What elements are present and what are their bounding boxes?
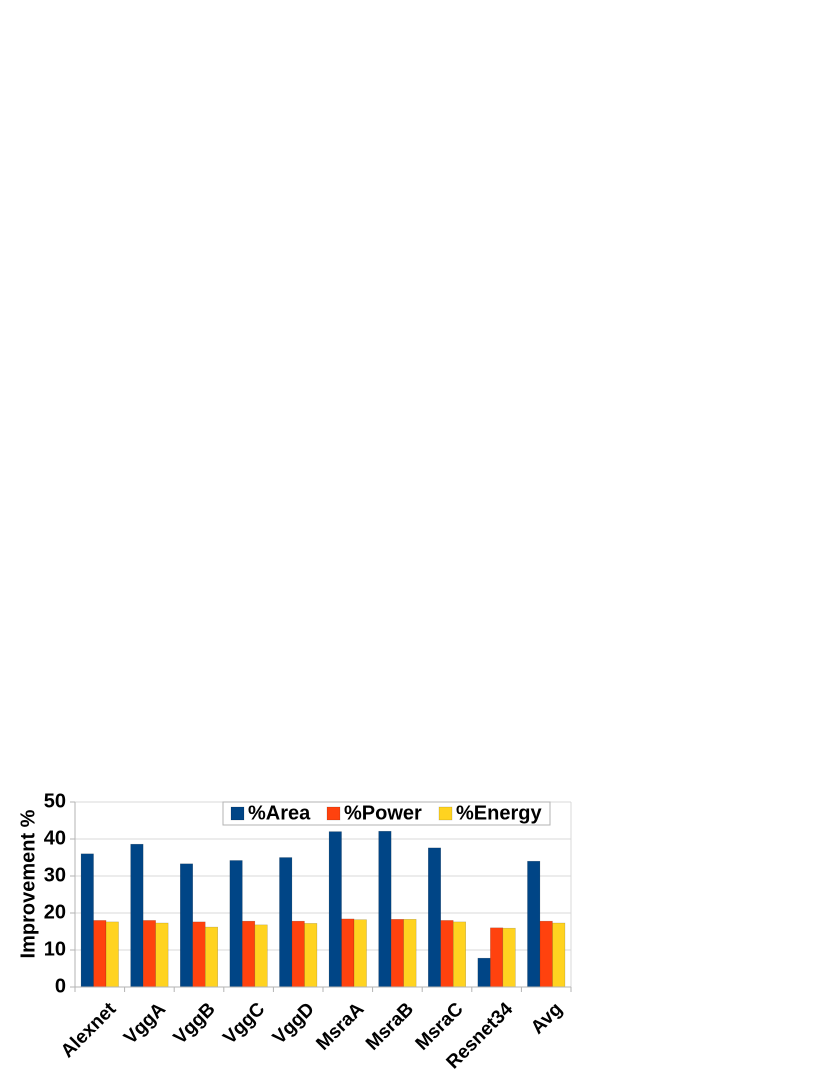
bar-area-avg (527, 860, 541, 988)
bar-energy-msraa (353, 919, 367, 988)
bar-power-msrab (390, 919, 404, 988)
bar-energy-vggc (254, 924, 268, 988)
category-label: VggD (269, 999, 319, 1049)
y-tick-label: 50 (44, 790, 66, 812)
bar-power-msrac (440, 920, 454, 988)
category-labels: Alexnet VggA VggB VggC VggDMsraAMsraBMsraCRe… (57, 998, 567, 1073)
category-label: VggA (120, 999, 170, 1049)
bar-area-resnet34 (477, 957, 491, 988)
bar-energy-vggb (205, 926, 218, 988)
y-tick-label: 20 (44, 901, 66, 923)
bar-power-vggc (242, 920, 256, 988)
y-tick-label: 30 (44, 864, 66, 886)
bar-energy-msrab (403, 919, 417, 988)
bar-area-msrab (378, 830, 392, 988)
bar-area-alexnet (80, 853, 94, 988)
legend-label: %Energy (456, 802, 542, 824)
bar-area-vgga (130, 843, 144, 988)
legend: %Area %Power %Energy (222, 801, 551, 826)
bar-power-resnet34 (490, 927, 504, 988)
category-label: MsraA (312, 999, 368, 1055)
category-label: VggC (219, 999, 269, 1049)
bar-area-msrac (428, 847, 441, 988)
bar-energy-vgga (155, 922, 169, 988)
bar-power-vggb (192, 921, 206, 988)
legend-label: %Power (344, 802, 422, 824)
category-label: VggB (170, 999, 220, 1049)
bar-area-vggc (229, 860, 243, 988)
category-label: MsraB (362, 999, 418, 1055)
legend-label: %Area (248, 802, 311, 824)
legend-box (222, 801, 551, 826)
bar-power-vggd (291, 920, 305, 988)
legend-swatch (326, 806, 341, 821)
bar-power-vgga (142, 920, 156, 988)
y-tick-label: 40 (44, 827, 66, 849)
axes (74, 802, 571, 988)
y-axis-title: Improvement % (17, 809, 39, 958)
bar-power-avg (539, 920, 553, 988)
legend-swatch (230, 806, 245, 821)
bar-area-vggb (180, 863, 193, 988)
bar-energy-vggd (304, 923, 318, 988)
bar-energy-avg (552, 922, 566, 988)
bar-power-msraa (341, 918, 355, 988)
category-label: Alexnet (57, 998, 121, 1062)
bar-power-alexnet (93, 920, 107, 988)
y-tick-label: 0 (55, 975, 66, 997)
y-tick-label: 10 (44, 938, 66, 960)
bar-energy-alexnet (105, 921, 119, 988)
bar-energy-msrac (453, 921, 466, 988)
category-label: Avg (527, 999, 567, 1039)
bar-energy-resnet34 (502, 927, 516, 988)
legend-swatch (438, 806, 453, 821)
bars (80, 830, 566, 988)
y-tick-labels: 0 10 20 30 40 50 (44, 790, 66, 997)
bar-area-msraa (328, 831, 342, 988)
bar-area-vggd (279, 857, 293, 988)
